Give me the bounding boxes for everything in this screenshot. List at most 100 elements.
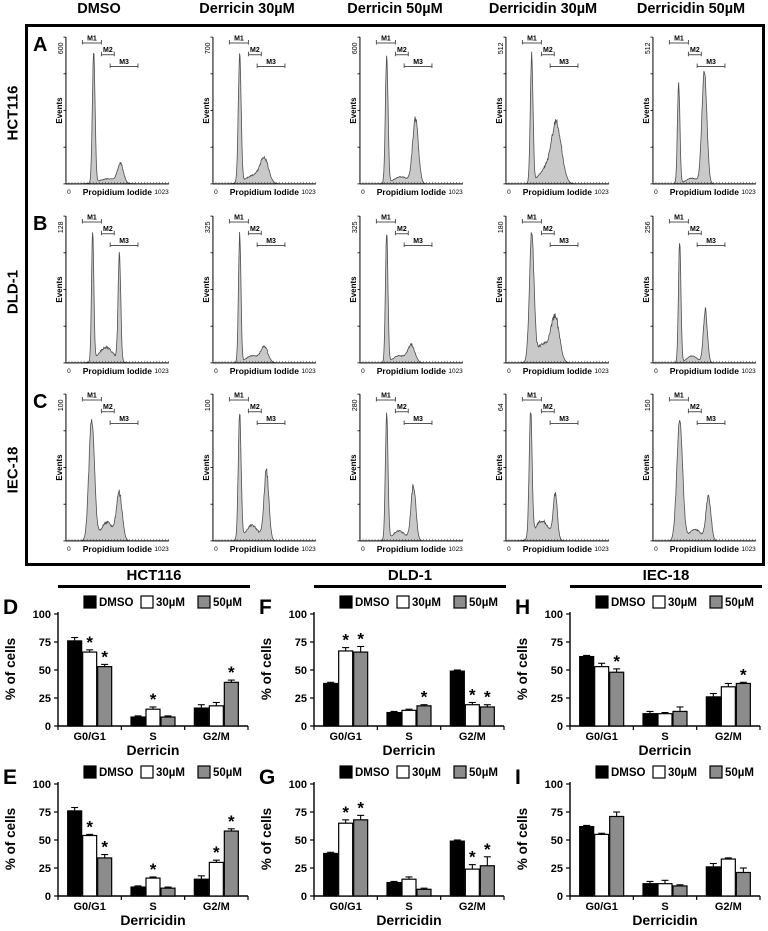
bar xyxy=(579,655,595,727)
x-axis-label: Derricin xyxy=(127,742,180,758)
y-max-label: 325 xyxy=(352,221,359,233)
legend-swatch xyxy=(339,765,353,779)
flow-row-b: 128 Events 0 Propidium Iodide 1023 M1 M2 M3 B 32… xyxy=(28,206,762,385)
histogram-curve xyxy=(653,70,756,185)
treatment-header-dmso: DMSO xyxy=(77,1,121,17)
y-max-label: 512 xyxy=(645,42,652,54)
cell-line-label-iec18: IEC-18 xyxy=(4,446,22,494)
category-label: G2/M xyxy=(203,901,230,913)
panel-letter: F xyxy=(259,596,272,619)
sig-asterisk: * xyxy=(740,665,747,684)
bar xyxy=(353,651,369,727)
bar xyxy=(401,709,417,727)
histogram-curve xyxy=(506,412,610,542)
marker-label: M1 xyxy=(234,35,244,42)
y-axis-label: % of cells xyxy=(515,808,530,870)
y-tick-label: 75 xyxy=(295,807,307,819)
treatment-header-derricin-50: Derricin 50µM xyxy=(347,1,443,17)
events-label: Events xyxy=(202,454,211,481)
legend-label: DMSO xyxy=(355,767,390,779)
marker-label: M1 xyxy=(674,393,684,400)
bar xyxy=(449,670,465,727)
category-label: S xyxy=(149,901,156,913)
bar xyxy=(97,857,113,897)
y-tick-label: 100 xyxy=(33,609,51,621)
legend-swatch xyxy=(197,765,211,779)
category-label: S xyxy=(149,731,156,743)
legend-label: 30µM xyxy=(156,767,185,779)
y-tick-label: 50 xyxy=(295,665,307,677)
x-max-label: 1023 xyxy=(595,368,610,375)
histogram-curve xyxy=(212,53,316,185)
histogram-iec18-derricin-50: 280 Events 0 Propidium Iodide 1023 M1 M2 M3 xyxy=(349,393,463,554)
bar-chart-i-iec18-derricidin: I DMSO 30µM 50µM 0 25 50 75 100 % of cells G0/G1 S G… xyxy=(515,765,761,928)
x-axis-label: Derricin xyxy=(639,742,692,758)
legend-swatch xyxy=(83,595,97,609)
bar xyxy=(160,887,176,897)
y-max-label: 100 xyxy=(205,400,212,412)
marker-label: M1 xyxy=(234,214,244,221)
sig-asterisk: * xyxy=(213,843,220,862)
category-label: G0/G1 xyxy=(73,731,105,743)
marker-label: M2 xyxy=(690,226,700,233)
category-label: G0/G1 xyxy=(585,731,617,743)
x-min-label: 0 xyxy=(67,189,71,196)
bar xyxy=(464,704,480,727)
legend-swatch xyxy=(709,595,723,609)
panel-letter: E xyxy=(3,766,17,789)
marker-label: M1 xyxy=(674,214,684,221)
sig-asterisk: * xyxy=(342,803,349,822)
marker-label: M3 xyxy=(706,416,716,423)
y-tick-label: 100 xyxy=(289,779,307,791)
legend-label: 50µM xyxy=(725,767,754,779)
marker-label: M2 xyxy=(397,226,407,233)
histogram-curve xyxy=(506,51,610,185)
bar xyxy=(67,810,83,897)
bar xyxy=(594,833,610,897)
bar xyxy=(386,711,402,727)
marker-label: M1 xyxy=(234,393,244,400)
x-min-label: 0 xyxy=(361,368,365,375)
bar xyxy=(609,815,625,897)
sig-asterisk: * xyxy=(421,688,428,707)
events-label: Events xyxy=(495,276,504,303)
x-axis-label: Derricin xyxy=(383,742,436,758)
x-axis-label: Derricidin xyxy=(120,912,185,928)
legend-label: DMSO xyxy=(611,597,646,609)
histogram-iec18-dmso: 100 Events 0 Propidium Iodide 1023 M1 M2 M3 C xyxy=(33,391,169,554)
panel-letter: B xyxy=(33,213,47,235)
x-axis-label: Propidium Iodide xyxy=(376,544,445,554)
marker-label: M2 xyxy=(103,226,113,233)
bar-chart-e-hct116-derricidin: E DMSO 30µM 50µM 0 25 50 75 100 % of cells G0/G1 * *… xyxy=(3,765,249,928)
events-label: Events xyxy=(349,276,358,303)
category-label: G2/M xyxy=(715,901,742,913)
bar xyxy=(223,681,239,727)
legend-swatch xyxy=(595,595,609,609)
treatment-header-derricidin-30: Derricidin 30µM xyxy=(488,1,598,17)
y-tick-label: 75 xyxy=(551,807,563,819)
bar xyxy=(479,706,495,727)
y-tick-label: 100 xyxy=(545,609,563,621)
sig-asterisk: * xyxy=(101,647,108,666)
sig-asterisk: * xyxy=(101,838,108,857)
events-label: Events xyxy=(642,454,651,481)
bar xyxy=(401,878,417,897)
legend-label: 30µM xyxy=(668,597,697,609)
histogram-iec18-derricin-30: 100 Events 0 Propidium Iodide 1023 M1 M2 M3 xyxy=(202,393,316,554)
x-max-label: 1023 xyxy=(448,546,463,553)
bar xyxy=(338,822,354,897)
marker-label: M2 xyxy=(543,405,553,412)
y-tick-label: 25 xyxy=(295,863,307,875)
treatment-header-derricidin-50: Derricidin 50µM xyxy=(636,1,746,17)
x-axis-label: Derricidin xyxy=(632,912,697,928)
marker-label: M3 xyxy=(413,238,423,245)
y-max-label: 600 xyxy=(352,42,359,54)
x-max-label: 1023 xyxy=(595,546,610,553)
y-tick-label: 25 xyxy=(295,693,307,705)
x-axis-label: Propidium Iodide xyxy=(376,366,445,376)
bar-chart-h-iec18-derricin: H DMSO 30µM 50µM 0 25 50 75 100 % of cells G0/G1 * S… xyxy=(515,595,761,758)
y-tick-label: 0 xyxy=(557,721,563,733)
histogram-curve xyxy=(65,419,169,542)
legend-label: 50µM xyxy=(469,597,498,609)
histogram-dld1-derricin-50: 325 Events 0 Propidium Iodide 1023 M1 M2 M3 xyxy=(349,214,463,376)
